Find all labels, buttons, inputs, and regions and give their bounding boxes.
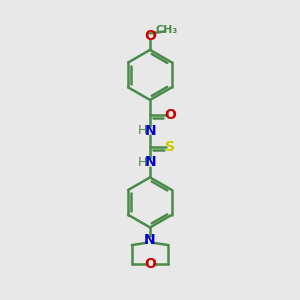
Text: H: H [138, 124, 147, 137]
Text: N: N [144, 233, 156, 247]
Text: O: O [144, 257, 156, 271]
Text: H: H [137, 156, 147, 169]
Text: O: O [164, 108, 176, 122]
Text: O: O [144, 29, 156, 43]
Text: S: S [165, 140, 175, 154]
Text: N: N [145, 155, 156, 169]
Text: N: N [145, 124, 156, 138]
Text: CH₃: CH₃ [156, 25, 178, 35]
